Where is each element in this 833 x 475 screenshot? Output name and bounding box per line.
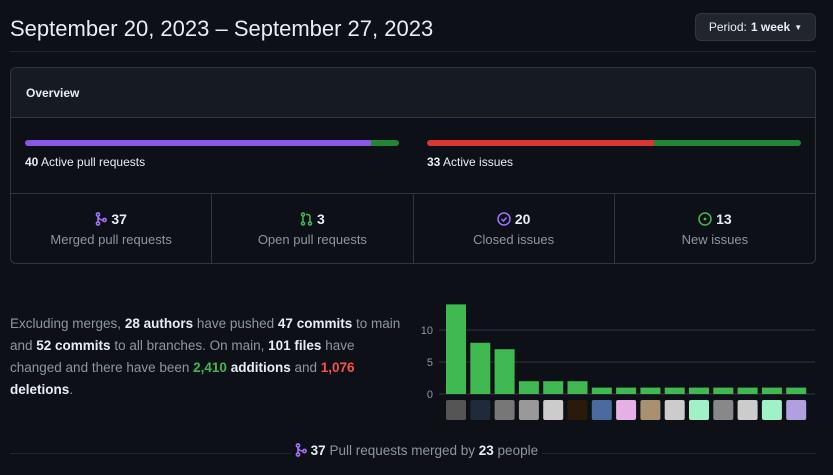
y-tick-label: 5 xyxy=(427,357,433,369)
git-merge-icon xyxy=(95,212,108,226)
bar xyxy=(616,387,637,394)
additions-count: 2,410 xyxy=(193,360,227,375)
bar xyxy=(494,349,515,394)
bar xyxy=(689,387,709,394)
deletions-count: 1,076 xyxy=(320,360,355,375)
stat-value: 3 xyxy=(316,211,325,227)
stat-value: 37 xyxy=(111,211,127,227)
commits-all-count: 52 commits xyxy=(36,338,111,353)
stat-label: Open pull requests xyxy=(257,232,367,247)
stat-label: New issues xyxy=(681,232,749,247)
active-issues-count: 33 xyxy=(427,155,441,169)
stat-closed-issues[interactable]: 20 Closed issues xyxy=(414,194,615,263)
stat-new-issues[interactable]: 13 New issues xyxy=(615,194,815,263)
bar xyxy=(470,342,491,394)
bar xyxy=(737,387,758,394)
caret-down-icon: ▼ xyxy=(794,22,803,32)
period-dropdown[interactable]: Period: 1 week ▼ xyxy=(695,13,816,41)
commit-summary: Excluding merges, 28 authors have pushed… xyxy=(10,316,401,397)
closed-segment xyxy=(427,140,654,146)
active-issues-link[interactable]: 33 Active issues xyxy=(427,155,513,169)
contributor-avatar xyxy=(640,400,661,420)
active-pull-requests-link[interactable]: 40 Active pull requests xyxy=(25,155,145,169)
bar xyxy=(567,381,588,394)
period-value: 1 week xyxy=(750,20,791,34)
active-pr-label: Active pull requests xyxy=(41,155,146,169)
files-count: 101 files xyxy=(268,338,322,353)
stat-value: 20 xyxy=(514,211,531,227)
bar xyxy=(543,381,564,394)
git-pull-request-icon xyxy=(300,212,313,226)
stat-value: 13 xyxy=(716,211,732,227)
stat-label: Closed issues xyxy=(473,232,555,247)
page-title: September 20, 2023 – September 27, 2023 xyxy=(10,16,434,41)
contributor-avatar xyxy=(591,400,612,420)
contributor-avatar xyxy=(713,400,734,420)
contributor-avatar xyxy=(737,400,758,420)
contributor-avatar xyxy=(786,400,807,420)
contributor-avatar xyxy=(761,400,782,420)
contributor-avatar xyxy=(689,400,709,420)
merged-prs-summary[interactable]: 37 Pull requests merged by 23 people xyxy=(0,443,833,458)
contributors-chart: 0 5 10 xyxy=(421,304,815,420)
bar xyxy=(446,304,466,394)
authors-count: 28 authors xyxy=(124,316,194,331)
contributor-avatar xyxy=(616,400,637,420)
pull-requests-bar[interactable] xyxy=(25,140,399,146)
new-segment xyxy=(653,140,801,146)
y-tick-label: 10 xyxy=(421,325,433,337)
contributor-avatar xyxy=(567,400,588,420)
bar xyxy=(761,387,782,394)
contributor-avatar xyxy=(470,400,491,420)
merged-segment xyxy=(25,140,371,146)
contributor-avatar xyxy=(446,400,466,420)
issues-bar[interactable] xyxy=(427,140,801,146)
stat-merged-prs[interactable]: 37 Merged pull requests xyxy=(11,194,213,263)
bar xyxy=(786,387,807,394)
overview-title: Overview xyxy=(11,68,815,118)
git-merge-icon xyxy=(295,443,307,457)
contributor-avatar xyxy=(543,400,564,420)
bar xyxy=(640,387,661,394)
divider xyxy=(10,51,816,52)
contributor-avatar xyxy=(664,400,685,420)
y-tick-label: 0 xyxy=(427,389,433,401)
contributor-avatar xyxy=(518,400,539,420)
open-segment xyxy=(370,140,399,146)
period-label: Period: xyxy=(708,20,747,34)
stat-open-prs[interactable]: 3 Open pull requests xyxy=(212,194,414,263)
active-pr-count: 40 xyxy=(25,155,39,169)
commits-main-count: 47 commits xyxy=(277,316,353,331)
bar xyxy=(664,387,685,394)
bar xyxy=(713,387,734,394)
stat-label: Merged pull requests xyxy=(50,232,172,247)
overview-panel: Overview 40 Active pull requests 33 Acti… xyxy=(10,67,816,264)
contributor-avatar xyxy=(494,400,515,420)
bar xyxy=(518,381,539,394)
active-issues-label: Active issues xyxy=(443,155,514,169)
bar xyxy=(591,387,612,394)
issue-closed-icon xyxy=(497,212,511,226)
issue-opened-icon xyxy=(698,212,712,226)
